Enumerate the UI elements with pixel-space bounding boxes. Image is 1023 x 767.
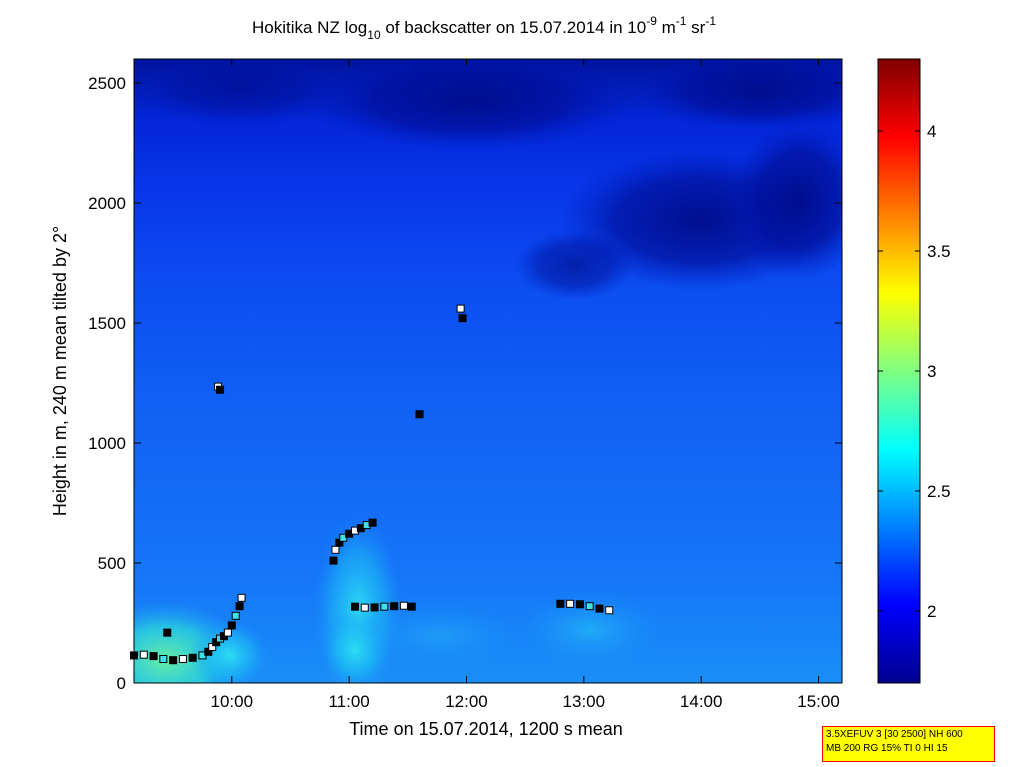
cloud-base-marker xyxy=(188,653,197,662)
colorbar-tick-label: 2.5 xyxy=(927,482,951,501)
colorbar-tick-label: 4 xyxy=(927,122,936,141)
settings-info-box: 3.5XEFUV 3 [30 2500] NH 600 MB 200 RG 15… xyxy=(822,726,995,762)
cloud-base-marker xyxy=(575,600,584,609)
cloud-base-marker xyxy=(407,602,416,611)
cloud-base-marker xyxy=(139,650,148,659)
plot-frame xyxy=(133,58,843,684)
y-tick-label: 2500 xyxy=(88,74,126,93)
cloud-base-marker xyxy=(223,628,232,637)
cloud-base-marker xyxy=(368,518,377,527)
cloud-base-marker xyxy=(399,601,408,610)
cloud-base-marker xyxy=(380,602,389,611)
cloud-base-marker xyxy=(390,602,399,611)
cloud-base-marker xyxy=(458,314,467,323)
x-axis: 10:00 11:00 12:00 13:00 14:00 15:00 xyxy=(211,59,840,711)
cloud-base-marker xyxy=(237,593,246,602)
title-unit-2: sr xyxy=(686,18,705,37)
colorbar xyxy=(877,58,921,684)
chart-title: Hokitika NZ log10 of backscatter on 15.0… xyxy=(252,14,716,42)
cloud-base-marker xyxy=(227,621,236,630)
cloud-base-marker xyxy=(329,556,338,565)
x-tick-label: 12:00 xyxy=(445,692,488,711)
title-unit-1: m xyxy=(657,18,676,37)
x-tick-label: 10:00 xyxy=(211,692,254,711)
title-prefix: Hokitika NZ log xyxy=(252,18,367,37)
x-tick-label: 15:00 xyxy=(797,692,840,711)
y-tick-label: 1000 xyxy=(88,434,126,453)
cloud-base-marker xyxy=(339,533,348,542)
cloud-base-marker xyxy=(360,603,369,612)
colorbar-tick-label: 2 xyxy=(927,602,936,621)
colorbar-tick-label: 3.5 xyxy=(927,242,951,261)
x-tick-label: 13:00 xyxy=(563,692,606,711)
cloud-base-marker xyxy=(149,652,158,661)
cloud-base-marker xyxy=(415,410,424,419)
cloud-base-marker xyxy=(566,599,575,608)
cloud-base-marker xyxy=(231,611,240,620)
cloud-base-marker xyxy=(163,628,172,637)
title-sup-1: -9 xyxy=(646,14,657,28)
colorbar-tick-label: 3 xyxy=(927,362,936,381)
marker-layer xyxy=(130,304,614,665)
info-line-2: MB 200 RG 15% TI 0 HI 15 xyxy=(826,743,948,754)
title-sup-2: -1 xyxy=(676,14,687,28)
x-axis-label: Time on 15.07.2014, 1200 s mean xyxy=(349,719,623,739)
y-axis-label: Height in m, 240 m mean tilted by 2° xyxy=(50,226,70,516)
y-axis: 0 500 1000 1500 2000 2500 xyxy=(88,74,842,693)
cloud-base-marker xyxy=(216,385,225,394)
y-tick-label: 0 xyxy=(117,674,126,693)
title-mid: of backscatter on 15.07.2014 in 10 xyxy=(381,18,647,37)
cloud-base-marker xyxy=(585,602,594,611)
cloud-base-marker xyxy=(351,602,360,611)
x-tick-label: 14:00 xyxy=(680,692,723,711)
cloud-base-marker xyxy=(159,655,168,663)
cloud-base-marker xyxy=(169,656,178,665)
y-tick-label: 2000 xyxy=(88,194,126,213)
cloud-base-marker xyxy=(178,655,187,663)
cloud-base-marker xyxy=(595,604,604,613)
y-tick-label: 1500 xyxy=(88,314,126,333)
info-line-1: 3.5XEFUV 3 [30 2500] NH 600 xyxy=(826,729,963,740)
cloud-base-marker xyxy=(331,545,340,554)
title-sup-3: -1 xyxy=(705,14,716,28)
cloud-base-marker xyxy=(370,603,379,612)
cloud-base-marker xyxy=(456,304,465,313)
y-tick-label: 500 xyxy=(98,554,126,573)
x-tick-label: 11:00 xyxy=(328,692,369,711)
colorbar-axis: 2 2.5 3 3.5 4 xyxy=(878,122,951,621)
cloud-base-marker xyxy=(605,606,614,615)
heatmap-field xyxy=(134,59,842,683)
cloud-base-marker xyxy=(556,599,565,608)
cloud-base-marker xyxy=(235,602,244,611)
title-subscript: 10 xyxy=(367,28,381,42)
